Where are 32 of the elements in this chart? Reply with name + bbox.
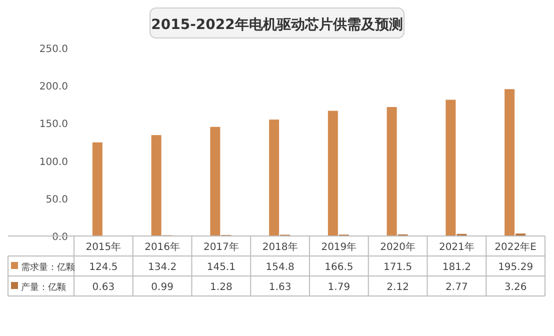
chart-title: 2015-2022年电机驱动芯片供需及预测: [151, 17, 403, 33]
x-tick-label: 2017年: [203, 241, 239, 253]
data-label: 195.29: [498, 262, 534, 273]
x-tick-label: 2022年E: [494, 241, 536, 253]
x-tick-label: 2019年: [321, 241, 357, 253]
data-label: 1.79: [328, 282, 350, 293]
data-label: 2.77: [446, 282, 468, 293]
y-tick-label: 50.0: [46, 194, 68, 206]
y-tick-label: 100.0: [39, 156, 68, 168]
data-label: 1.28: [210, 282, 232, 293]
data-label: 166.5: [324, 262, 354, 273]
legend-label: 需求量：亿颗: [21, 262, 75, 273]
x-tick-label: 2020年: [380, 241, 416, 253]
y-tick-label: 150.0: [39, 119, 68, 130]
data-label: 154.8: [266, 262, 294, 273]
y-tick-label: 200.0: [39, 82, 68, 93]
x-tick-label: 2018年: [262, 241, 298, 253]
x-tick-label: 2021年: [438, 241, 474, 253]
data-label: 145.1: [206, 262, 236, 273]
data-label: 124.5: [89, 262, 118, 273]
data-label: 3.26: [504, 282, 527, 293]
x-tick-label: 2016年: [144, 241, 180, 253]
y-tick-label: 250.0: [39, 44, 68, 55]
x-tick-label: 2015年: [86, 241, 122, 253]
data-label: 181.2: [442, 262, 472, 273]
legend-label: 产量：亿颗: [21, 282, 66, 293]
data-label: 171.5: [383, 262, 412, 273]
data-label: 0.63: [92, 282, 115, 293]
data-label: 2.12: [386, 282, 409, 293]
data-label: 0.99: [151, 282, 174, 293]
data-label: 134.2: [148, 262, 177, 273]
data-label: 1.63: [268, 282, 292, 293]
